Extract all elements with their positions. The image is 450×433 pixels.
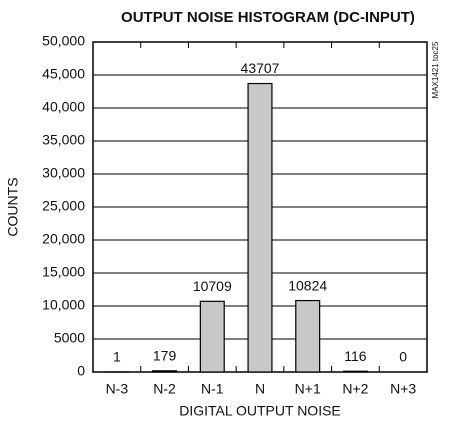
x-tick-label: N-2 (153, 381, 176, 397)
y-tick-label: 10,000 (42, 297, 85, 313)
y-tick-label: 40,000 (42, 99, 85, 115)
y-tick-label: 45,000 (42, 66, 85, 82)
y-tick-label: 30,000 (42, 165, 85, 181)
y-tick-label: 15,000 (42, 264, 85, 280)
y-tick-label: 50,000 (42, 33, 85, 49)
y-tick-label: 20,000 (42, 231, 85, 247)
value-label: 10709 (193, 278, 232, 294)
y-axis-label: COUNTS (5, 177, 21, 236)
value-label: 0 (399, 349, 407, 365)
x-tick-label: N-1 (201, 381, 224, 397)
y-tick-label: 5000 (54, 330, 85, 346)
bar (247, 82, 273, 373)
value-label: 43707 (241, 60, 280, 76)
value-label: 179 (153, 348, 177, 364)
bar (152, 370, 178, 373)
x-tick-label: N (255, 381, 265, 397)
annotation: MAX1421 toc25 (431, 41, 440, 98)
x-tick-label: N-3 (106, 381, 129, 397)
x-tick-label: N+2 (342, 381, 368, 397)
x-tick-label: N+3 (390, 381, 416, 397)
bar (342, 370, 368, 373)
y-tick-label: 0 (77, 363, 85, 379)
x-tick-label: N+1 (295, 381, 321, 397)
value-label: 116 (344, 348, 367, 364)
value-label: 1 (113, 349, 121, 365)
bar (199, 300, 225, 373)
chart-title: OUTPUT NOISE HISTOGRAM (DC-INPUT) (121, 9, 415, 26)
x-axis-label: DIGITAL OUTPUT NOISE (179, 403, 341, 419)
y-tick-label: 25,000 (42, 198, 85, 214)
value-label: 10824 (288, 277, 327, 293)
y-tick-label: 35,000 (42, 132, 85, 148)
bar (295, 299, 321, 373)
